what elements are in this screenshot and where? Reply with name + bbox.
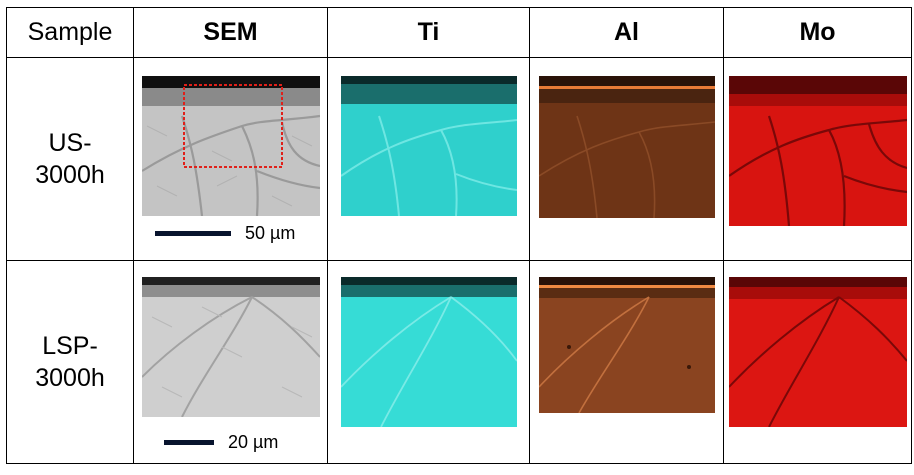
al-eds-map [538, 76, 715, 218]
mo-eds-map [728, 277, 907, 427]
header-sem: SEM [133, 7, 328, 58]
mo-cell [723, 57, 912, 261]
row-label-line1: US- [48, 129, 92, 157]
sem-micrograph [141, 277, 320, 417]
al-eds-map [538, 277, 715, 413]
ti-eds-map [340, 76, 517, 216]
mo-eds-map [728, 76, 907, 226]
sem-cell: 50 µm [133, 57, 328, 261]
scale-bar: 50 µm [155, 223, 295, 244]
row-label-line2: 3000h [35, 364, 105, 392]
scale-bar-line [155, 231, 231, 236]
al-cell [529, 57, 724, 261]
al-cell [529, 260, 724, 464]
row-label-line2: 3000h [35, 161, 105, 189]
row-label-us: US- 3000h [6, 57, 134, 261]
scale-bar-label: 50 µm [245, 223, 296, 243]
scale-bar-line [164, 440, 214, 445]
row-label-line1: LSP- [42, 332, 98, 360]
row-us-3000h: US- 3000h [6, 57, 912, 261]
sem-micrograph [141, 76, 320, 216]
header-mo: Mo [723, 7, 912, 58]
row-lsp-3000h: LSP- 3000h [6, 260, 912, 464]
ti-cell [327, 57, 530, 261]
row-label-lsp: LSP- 3000h [6, 260, 134, 464]
scale-bar-label: 20 µm [228, 432, 279, 452]
ti-cell [327, 260, 530, 464]
header-row: Sample SEM Ti Al Mo [6, 7, 912, 58]
sem-cell: 20 µm [133, 260, 328, 464]
ti-eds-map [340, 277, 517, 427]
scale-bar: 20 µm [164, 432, 278, 453]
header-sample: Sample [6, 7, 134, 58]
eds-mapping-table: Sample SEM Ti Al Mo US- 3000h [6, 7, 912, 464]
header-al: Al [529, 7, 724, 58]
mo-cell [723, 260, 912, 464]
header-ti: Ti [327, 7, 530, 58]
